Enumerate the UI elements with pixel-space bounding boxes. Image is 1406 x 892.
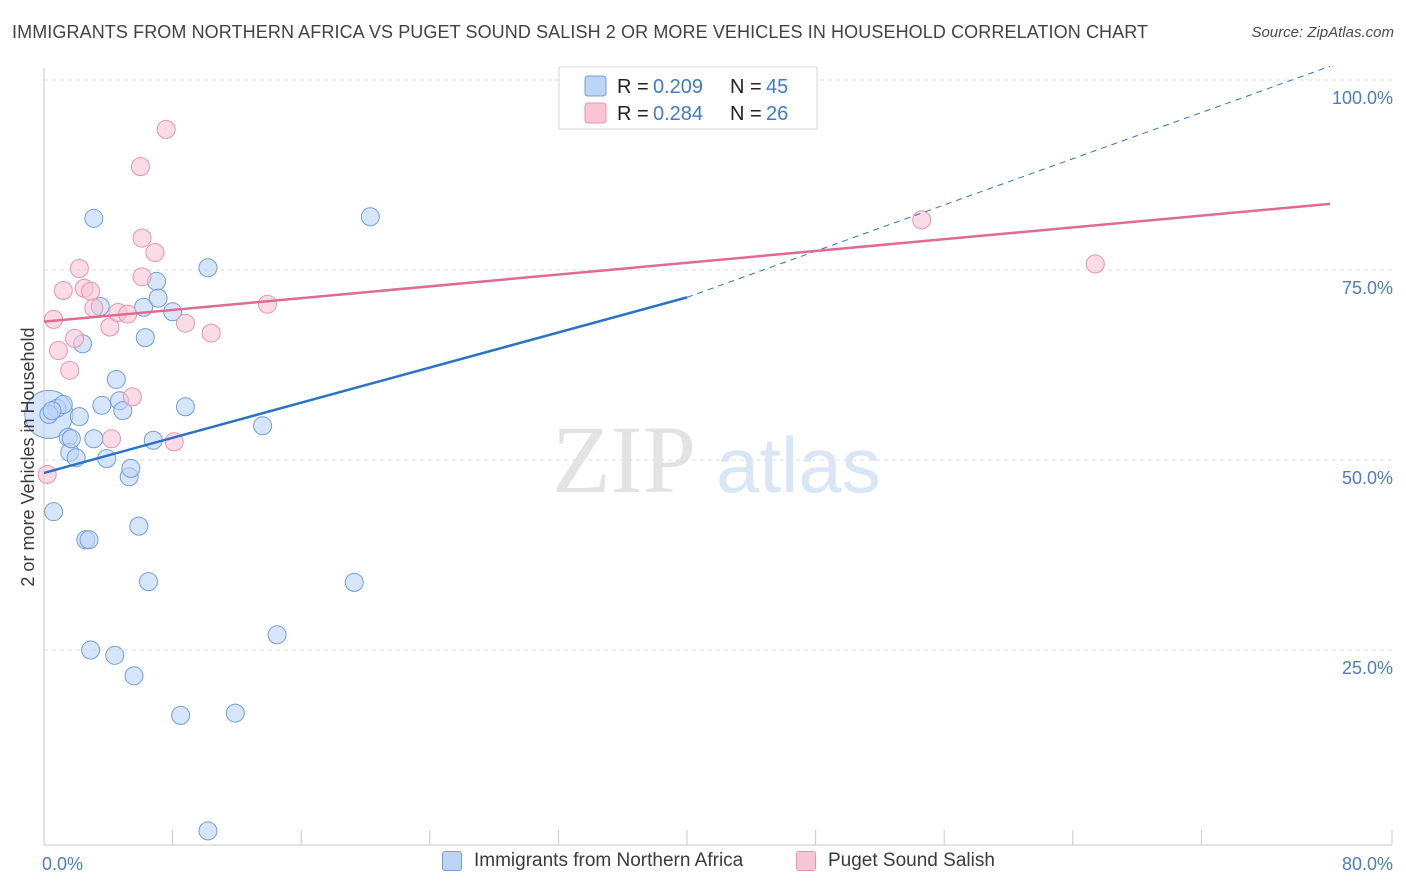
- data-point-northern-africa: [79, 530, 99, 550]
- x-tick-label: 80.0%: [1342, 854, 1393, 874]
- y-tick-label: 75.0%: [1342, 278, 1393, 298]
- data-point-northern-africa: [106, 369, 126, 389]
- data-point-northern-africa: [124, 666, 144, 686]
- data-point-puget-sound-salish: [48, 341, 68, 361]
- data-point-puget-sound-salish: [1085, 254, 1105, 274]
- data-point-northern-africa: [84, 208, 104, 228]
- data-point-northern-africa: [175, 397, 195, 417]
- data-point-northern-africa: [267, 625, 287, 645]
- trend-line-puget-sound-salish: [43, 202, 1331, 323]
- trend-line-northern-africa: [43, 296, 688, 475]
- stats-swatch-blue: [584, 75, 607, 97]
- x-tick-labels: 0.0% 80.0%: [42, 854, 1393, 874]
- data-point-northern-africa: [129, 516, 149, 536]
- legend-item-puget-sound-salish[interactable]: Puget Sound Salish: [796, 850, 995, 872]
- data-point-northern-africa: [198, 258, 218, 278]
- data-point-northern-africa: [171, 705, 191, 725]
- data-point-northern-africa: [113, 401, 133, 421]
- gridlines: [44, 79, 1392, 651]
- data-point-puget-sound-salish: [100, 317, 120, 337]
- data-point-puget-sound-salish: [37, 464, 57, 484]
- data-point-puget-sound-salish: [156, 119, 176, 139]
- legend-label-puget-sound-salish: Puget Sound Salish: [828, 850, 995, 871]
- data-point-northern-africa: [344, 572, 364, 592]
- data-point-northern-africa: [42, 401, 62, 421]
- data-point-puget-sound-salish: [132, 267, 152, 287]
- data-point-northern-africa: [44, 502, 64, 522]
- y-tick-label: 50.0%: [1342, 468, 1393, 488]
- data-point-puget-sound-salish: [84, 298, 104, 318]
- x-tick-label: 0.0%: [42, 854, 83, 874]
- stats-r-label-blue: R =: [617, 76, 649, 98]
- chart-title: IMMIGRANTS FROM NORTHERN AFRICA VS PUGET…: [12, 22, 1149, 42]
- axes: [43, 68, 1393, 846]
- data-point-northern-africa: [253, 416, 273, 436]
- data-point-puget-sound-salish: [175, 313, 195, 333]
- data-point-puget-sound-salish: [122, 387, 142, 407]
- data-point-puget-sound-salish: [201, 323, 221, 343]
- data-point-puget-sound-salish: [912, 210, 932, 230]
- data-point-northern-africa: [135, 328, 155, 348]
- y-axis-label: 2 or more Vehicles in Household: [18, 327, 38, 586]
- data-point-puget-sound-salish: [60, 360, 80, 380]
- data-point-puget-sound-salish: [132, 228, 152, 248]
- stats-r-value-blue: 0.209: [653, 76, 703, 98]
- source-label: Source: ZipAtlas.com: [1251, 24, 1394, 41]
- stats-n-label-blue: N =: [730, 76, 762, 98]
- data-point-northern-africa: [360, 207, 380, 227]
- data-point-northern-africa: [138, 572, 158, 592]
- watermark-atlas: atlas: [716, 421, 881, 509]
- data-point-puget-sound-salish: [53, 281, 73, 301]
- data-point-northern-africa: [69, 407, 89, 427]
- y-tick-label: 25.0%: [1342, 658, 1393, 678]
- series-legend: Immigrants from Northern Africa Puget So…: [0, 850, 1406, 880]
- data-point-puget-sound-salish: [65, 328, 85, 348]
- stats-r-label-pink: R =: [617, 103, 649, 125]
- legend-swatch-pink: [796, 851, 816, 871]
- data-point-northern-africa: [148, 288, 168, 308]
- data-point-puget-sound-salish: [145, 243, 165, 263]
- data-point-northern-africa: [84, 429, 104, 449]
- stats-n-label-pink: N =: [730, 103, 762, 125]
- data-point-puget-sound-salish: [130, 157, 150, 177]
- y-tick-label: 100.0%: [1332, 88, 1393, 108]
- data-point-puget-sound-salish: [257, 294, 277, 314]
- trend-lines: [43, 65, 1331, 475]
- stats-n-value-pink: 26: [766, 103, 788, 125]
- legend-item-northern-africa[interactable]: Immigrants from Northern Africa: [442, 850, 743, 872]
- stats-n-value-blue: 45: [766, 76, 788, 98]
- data-point-northern-africa: [61, 429, 81, 449]
- watermark-zip: ZIP: [552, 406, 696, 513]
- data-point-northern-africa: [81, 640, 101, 660]
- data-point-puget-sound-salish: [81, 281, 101, 301]
- data-point-puget-sound-salish: [102, 429, 122, 449]
- data-point-northern-africa: [92, 395, 112, 415]
- stats-r-value-pink: 0.284: [653, 103, 703, 125]
- scatter-points: [24, 70, 1105, 841]
- data-point-northern-africa: [225, 703, 245, 723]
- legend-label-northern-africa: Immigrants from Northern Africa: [474, 850, 744, 871]
- y-tick-labels: 100.0% 75.0% 50.0% 25.0%: [1332, 88, 1393, 678]
- data-point-northern-africa: [198, 821, 218, 841]
- data-point-northern-africa: [105, 645, 125, 665]
- legend-swatch-blue: [442, 851, 462, 871]
- stats-legend: R = 0.209 N = 45 R = 0.284 N = 26: [558, 66, 818, 130]
- trend-line-extension-northern-africa: [686, 65, 1331, 298]
- watermark: ZIP atlas: [552, 406, 881, 513]
- data-point-puget-sound-salish: [69, 258, 89, 278]
- data-point-northern-africa: [121, 458, 141, 478]
- stats-swatch-pink: [584, 102, 607, 124]
